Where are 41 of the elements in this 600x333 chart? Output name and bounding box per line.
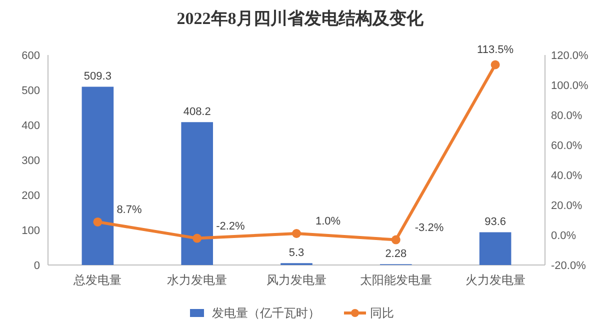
legend-label: 发电量（亿千瓦时） [212,306,320,320]
y2-tick-label: 40.0% [551,170,582,182]
y-tick-label: 200 [22,190,40,202]
y2-tick-label: 20.0% [551,200,582,212]
y2-tick-label: 120.0% [551,50,589,62]
data-label: 509.3 [84,70,112,83]
point [490,60,500,70]
x-tick-label: 太阳能发电量 [360,273,432,287]
data-label: -3.2% [414,222,444,234]
y2-tick-label: -20.0% [551,260,586,272]
data-label: 408.2 [183,106,211,118]
point [93,217,102,226]
y-tick-label: 300 [22,155,40,167]
point [292,229,301,238]
bar [82,86,114,265]
y-tick-label: 500 [22,85,40,97]
data-label: -2.2% [216,220,246,232]
x-tick-label: 火力发电量 [465,273,526,287]
legend-label: 同比 [370,306,394,320]
data-label: 1.0% [316,216,341,228]
y2-tick-label: 0.0% [551,230,576,242]
data-label: 93.6 [484,216,506,228]
point [391,235,400,244]
data-label: 8.7% [116,204,142,216]
x-tick-label: 风力发电量 [266,273,326,287]
y-tick-label: 400 [22,120,40,132]
bar [181,122,214,265]
y2-tick-label: 80.0% [551,110,582,122]
chart-title: 2022年8月四川省发电结构及变化 [176,9,424,28]
y2-tick-label: 60.0% [551,140,582,152]
y-tick-label: 600 [22,50,40,62]
x-tick-label: 总发电量 [72,273,122,287]
y2-tick-label: 100.0% [551,80,589,92]
y-tick-label: 0 [34,260,40,272]
bar [479,232,512,265]
x-tick-label: 水力发电量 [167,273,228,287]
point [192,234,202,243]
data-label: 2.28 [385,248,407,260]
data-label: 5.3 [288,247,304,260]
data-label: 113.5% [477,44,514,56]
y-tick-label: 100 [22,225,40,237]
